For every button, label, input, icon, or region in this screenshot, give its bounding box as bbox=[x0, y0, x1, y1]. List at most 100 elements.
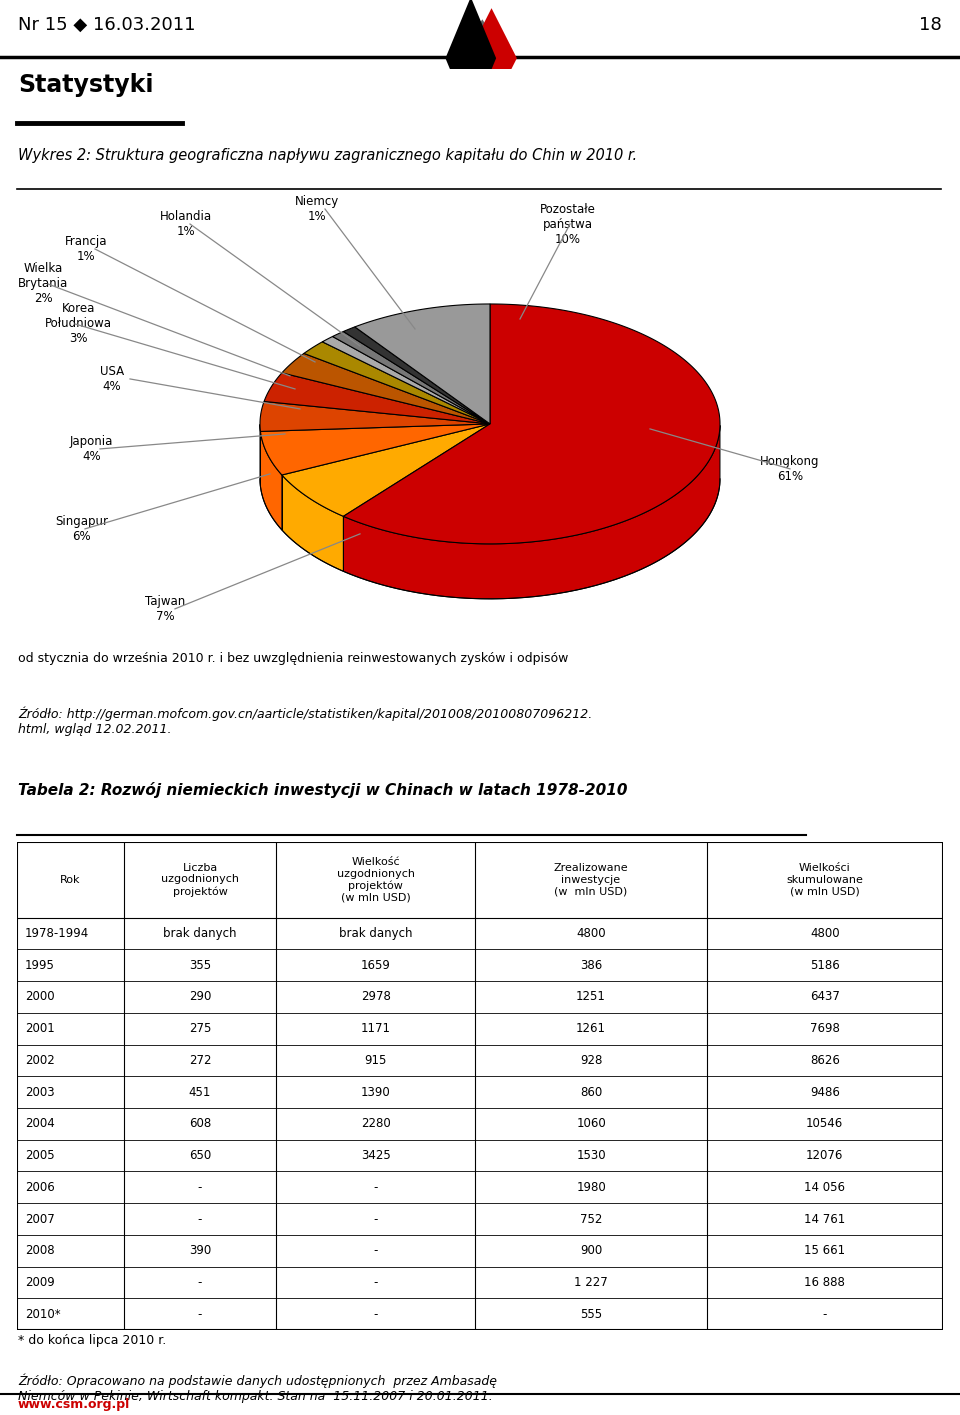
Text: 2009: 2009 bbox=[25, 1276, 55, 1289]
Text: 2978: 2978 bbox=[361, 990, 391, 1003]
Text: -: - bbox=[373, 1244, 378, 1258]
Text: 14 056: 14 056 bbox=[804, 1180, 845, 1194]
Text: 5186: 5186 bbox=[810, 959, 840, 972]
Text: 2000: 2000 bbox=[25, 990, 55, 1003]
Text: Wielka
Brytania
2%: Wielka Brytania 2% bbox=[18, 263, 68, 306]
Text: 2001: 2001 bbox=[25, 1022, 55, 1036]
Text: 2003: 2003 bbox=[25, 1085, 55, 1098]
Text: 1978-1994: 1978-1994 bbox=[25, 927, 89, 940]
Text: 7698: 7698 bbox=[810, 1022, 840, 1036]
Text: 1251: 1251 bbox=[576, 990, 606, 1003]
Polygon shape bbox=[445, 0, 496, 119]
Text: 275: 275 bbox=[189, 1022, 211, 1036]
Text: USA
4%: USA 4% bbox=[100, 365, 124, 393]
Text: 12076: 12076 bbox=[806, 1149, 844, 1162]
Text: 386: 386 bbox=[580, 959, 602, 972]
Text: brak danych: brak danych bbox=[339, 927, 413, 940]
Text: 555: 555 bbox=[580, 1307, 602, 1320]
Text: -: - bbox=[198, 1213, 203, 1225]
Text: 355: 355 bbox=[189, 959, 211, 972]
Text: 16 888: 16 888 bbox=[804, 1276, 845, 1289]
Polygon shape bbox=[260, 402, 490, 432]
Text: 451: 451 bbox=[189, 1085, 211, 1098]
Text: Japonia
4%: Japonia 4% bbox=[70, 434, 113, 463]
Text: Zrealizowane
inwestycje
(w  mln USD): Zrealizowane inwestycje (w mln USD) bbox=[554, 863, 629, 896]
Text: 860: 860 bbox=[580, 1085, 602, 1098]
Text: 2004: 2004 bbox=[25, 1118, 55, 1131]
Text: Tajwan
7%: Tajwan 7% bbox=[145, 594, 185, 623]
Polygon shape bbox=[260, 432, 282, 531]
Text: * do końca lipca 2010 r.: * do końca lipca 2010 r. bbox=[18, 1334, 166, 1347]
Text: 1060: 1060 bbox=[576, 1118, 606, 1131]
Text: 14 761: 14 761 bbox=[804, 1213, 846, 1225]
Text: Hongkong
61%: Hongkong 61% bbox=[760, 454, 820, 483]
Text: Wielkość
uzgodnionych
projektów
(w mln USD): Wielkość uzgodnionych projektów (w mln U… bbox=[337, 857, 415, 903]
Text: -: - bbox=[373, 1213, 378, 1225]
Text: Statystyki: Statystyki bbox=[18, 74, 154, 98]
Text: Źródło: Opracowano na podstawie danych udostępnionych  przez Ambasadę
Niemców w : Źródło: Opracowano na podstawie danych u… bbox=[18, 1374, 497, 1404]
Text: 928: 928 bbox=[580, 1054, 602, 1067]
Text: 18: 18 bbox=[920, 16, 942, 34]
Polygon shape bbox=[457, 20, 508, 98]
Text: Źródło: http://german.mofcom.gov.cn/aarticle/statistiken/kapital/201008/20100807: Źródło: http://german.mofcom.gov.cn/aart… bbox=[18, 706, 592, 736]
Text: -: - bbox=[373, 1307, 378, 1320]
Text: www.csm.org.pl: www.csm.org.pl bbox=[18, 1398, 131, 1411]
Polygon shape bbox=[282, 424, 490, 516]
Text: 10546: 10546 bbox=[806, 1118, 843, 1131]
Text: Wykres 2: Struktura geograficzna napływu zagranicznego kapitału do Chin w 2010 r: Wykres 2: Struktura geograficzna napływu… bbox=[18, 147, 637, 163]
Text: 2010*: 2010* bbox=[25, 1307, 60, 1320]
Text: od stycznia do września 2010 r. i bez uwzględnienia reinwestowanych zysków i odp: od stycznia do września 2010 r. i bez uw… bbox=[18, 652, 568, 665]
Text: 2002: 2002 bbox=[25, 1054, 55, 1067]
Text: 915: 915 bbox=[365, 1054, 387, 1067]
Text: 1995: 1995 bbox=[25, 959, 55, 972]
Text: Singapur
6%: Singapur 6% bbox=[55, 515, 108, 543]
Text: 272: 272 bbox=[189, 1054, 211, 1067]
Polygon shape bbox=[260, 424, 490, 475]
Polygon shape bbox=[344, 304, 720, 543]
Text: 4800: 4800 bbox=[576, 927, 606, 940]
Polygon shape bbox=[462, 30, 513, 142]
Text: Niemcy
1%: Niemcy 1% bbox=[295, 195, 339, 224]
Text: Liczba
uzgodnionych
projektów: Liczba uzgodnionych projektów bbox=[161, 863, 239, 897]
Polygon shape bbox=[344, 426, 720, 599]
Text: 4800: 4800 bbox=[810, 927, 840, 940]
Text: Holandia
1%: Holandia 1% bbox=[160, 209, 212, 238]
Text: 1530: 1530 bbox=[576, 1149, 606, 1162]
Text: -: - bbox=[198, 1276, 203, 1289]
Text: 1171: 1171 bbox=[361, 1022, 391, 1036]
Polygon shape bbox=[323, 337, 490, 424]
Text: 1659: 1659 bbox=[361, 959, 391, 972]
Text: 3425: 3425 bbox=[361, 1149, 391, 1162]
Text: -: - bbox=[198, 1307, 203, 1320]
Polygon shape bbox=[304, 342, 490, 424]
Text: 9486: 9486 bbox=[810, 1085, 840, 1098]
Text: 2008: 2008 bbox=[25, 1244, 55, 1258]
Text: 1261: 1261 bbox=[576, 1022, 606, 1036]
Text: 15 661: 15 661 bbox=[804, 1244, 846, 1258]
Text: 1 227: 1 227 bbox=[574, 1276, 608, 1289]
Text: 650: 650 bbox=[189, 1149, 211, 1162]
Text: 608: 608 bbox=[189, 1118, 211, 1131]
Text: 1390: 1390 bbox=[361, 1085, 391, 1098]
Text: 2007: 2007 bbox=[25, 1213, 55, 1225]
Text: 1980: 1980 bbox=[576, 1180, 606, 1194]
Polygon shape bbox=[264, 372, 490, 424]
Polygon shape bbox=[344, 327, 490, 424]
Text: 8626: 8626 bbox=[810, 1054, 840, 1067]
Text: -: - bbox=[198, 1180, 203, 1194]
Text: 2005: 2005 bbox=[25, 1149, 55, 1162]
Text: Francja
1%: Francja 1% bbox=[65, 235, 108, 263]
Text: -: - bbox=[373, 1180, 378, 1194]
Polygon shape bbox=[332, 331, 490, 424]
Text: Nr 15 ◆ 16.03.2011: Nr 15 ◆ 16.03.2011 bbox=[18, 16, 196, 34]
Polygon shape bbox=[282, 475, 344, 572]
Text: 752: 752 bbox=[580, 1213, 602, 1225]
Text: 6437: 6437 bbox=[810, 990, 840, 1003]
Polygon shape bbox=[355, 304, 490, 424]
Text: Wielkości
skumulowane
(w mln USD): Wielkości skumulowane (w mln USD) bbox=[786, 863, 863, 896]
Text: 290: 290 bbox=[189, 990, 211, 1003]
Text: 2280: 2280 bbox=[361, 1118, 391, 1131]
Text: Korea
Południowa
3%: Korea Południowa 3% bbox=[45, 303, 112, 345]
Text: 2006: 2006 bbox=[25, 1180, 55, 1194]
Text: 390: 390 bbox=[189, 1244, 211, 1258]
